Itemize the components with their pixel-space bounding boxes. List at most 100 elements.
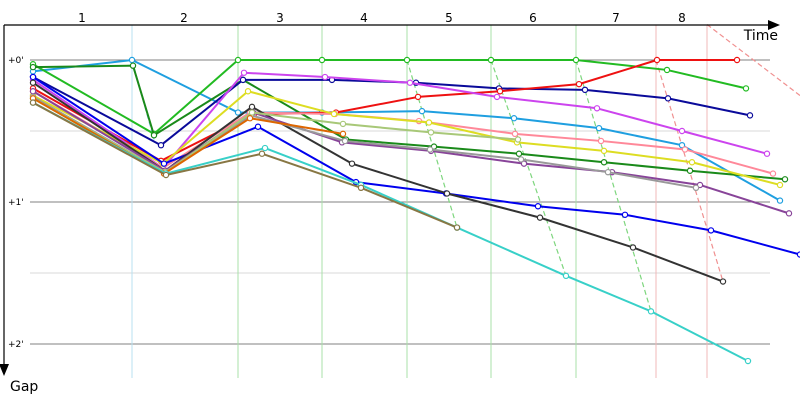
data-point <box>593 105 601 112</box>
lap-label: 3 <box>276 11 284 25</box>
axes <box>0 20 780 376</box>
connector-line <box>490 59 567 277</box>
data-point <box>443 190 451 197</box>
data-point <box>746 112 754 119</box>
data-point <box>496 88 504 95</box>
data-point <box>575 80 583 88</box>
lap-label: 4 <box>360 11 368 25</box>
data-point <box>600 159 608 166</box>
data-point <box>595 124 603 132</box>
lap-label: 7 <box>612 11 620 25</box>
axis-labels: 1 2 3 4 5 6 7 8 +0' +1' +2' Time Gap <box>8 11 778 395</box>
data-point <box>520 160 528 167</box>
series-line <box>32 59 747 135</box>
data-point <box>534 203 542 210</box>
data-point <box>403 56 411 64</box>
lap-label: 1 <box>78 11 86 25</box>
series-line <box>32 101 749 362</box>
data-point <box>776 197 784 204</box>
series-line <box>32 97 519 174</box>
x-axis-title: Time <box>743 28 778 44</box>
data-point <box>604 168 612 176</box>
data-point <box>719 278 727 285</box>
data-point <box>339 120 347 128</box>
data-point <box>597 137 605 145</box>
lap-label: 8 <box>678 11 686 25</box>
data-point <box>536 214 544 221</box>
data-point <box>653 56 661 64</box>
data-point <box>621 211 629 218</box>
series-2 <box>29 56 750 138</box>
data-point <box>261 144 269 152</box>
lap-label: 5 <box>445 11 453 25</box>
connector-line <box>706 24 800 96</box>
data-point <box>427 129 435 136</box>
data-point <box>157 141 165 149</box>
data-point <box>239 76 247 84</box>
data-point <box>781 176 789 183</box>
series-line <box>32 64 786 181</box>
data-point <box>487 56 495 64</box>
series-10 <box>29 79 727 285</box>
data-point <box>234 56 242 64</box>
data-point <box>785 210 793 217</box>
data-point <box>796 251 800 258</box>
series-1 <box>29 56 784 204</box>
data-point <box>357 184 365 191</box>
data-point <box>769 170 777 177</box>
data-point <box>414 93 422 101</box>
series-14 <box>29 95 347 177</box>
data-point <box>258 150 266 157</box>
series-16 <box>29 99 461 231</box>
data-point <box>318 56 326 64</box>
data-point <box>248 103 256 111</box>
data-point <box>150 132 158 139</box>
data-point <box>339 130 347 138</box>
data-point <box>330 110 338 118</box>
series-5 <box>29 56 741 165</box>
series-lines <box>29 56 800 365</box>
data-point <box>678 141 686 149</box>
connector-lines <box>131 24 800 312</box>
data-point <box>511 130 519 138</box>
data-point <box>707 227 715 234</box>
data-point <box>647 308 655 315</box>
data-point <box>128 56 136 64</box>
data-point <box>581 86 589 94</box>
data-point <box>744 357 752 365</box>
data-point <box>348 160 356 167</box>
connector-line <box>575 59 652 312</box>
data-point <box>692 184 700 191</box>
data-point <box>29 79 37 86</box>
data-point <box>321 73 329 81</box>
data-point <box>453 224 461 231</box>
data-point <box>29 63 37 71</box>
data-point <box>600 147 608 155</box>
data-point <box>681 146 689 153</box>
data-point <box>244 88 252 95</box>
data-point <box>678 127 686 135</box>
data-point <box>426 146 434 153</box>
x-axis-arrow-icon <box>768 20 780 30</box>
lap-label: 2 <box>180 11 188 25</box>
data-point <box>763 150 771 157</box>
data-point <box>514 136 522 143</box>
data-point <box>406 79 414 86</box>
data-point <box>29 73 37 81</box>
data-point <box>29 88 37 95</box>
data-point <box>517 156 525 163</box>
series-13 <box>29 95 522 176</box>
data-point <box>341 137 349 145</box>
data-point <box>510 115 518 122</box>
data-point <box>776 181 784 189</box>
series-line <box>32 97 344 175</box>
data-point <box>29 99 37 106</box>
data-point <box>493 93 501 101</box>
data-point <box>234 109 242 116</box>
data-point <box>162 171 170 179</box>
data-point <box>515 150 523 157</box>
data-point <box>129 62 137 69</box>
lap-label: 6 <box>529 11 537 25</box>
